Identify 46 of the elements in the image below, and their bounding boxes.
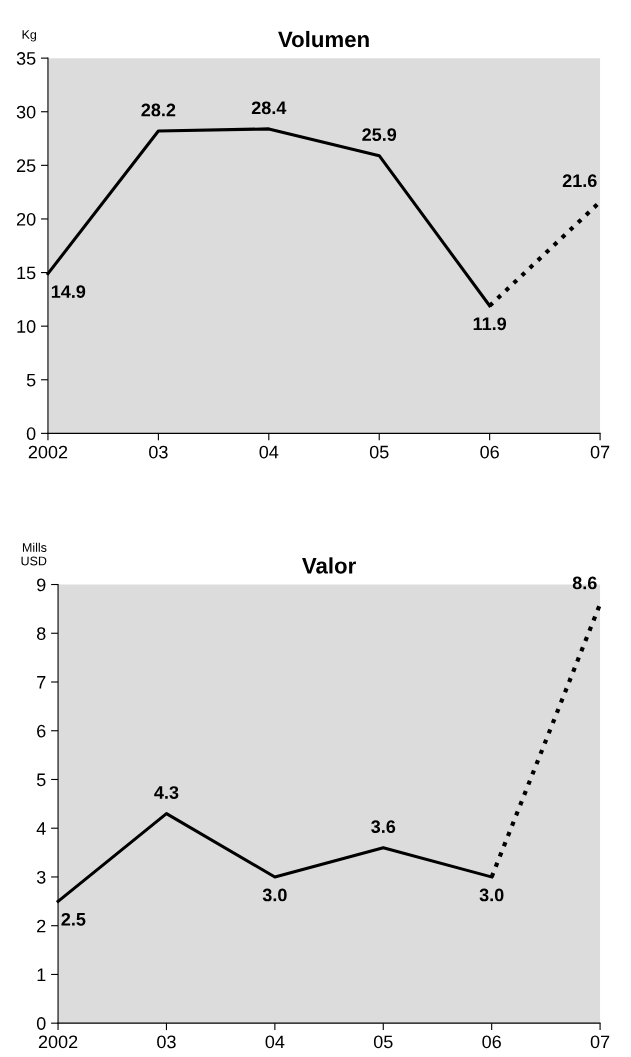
y-tick-label: 6	[37, 724, 46, 738]
y-tick-label: 35	[16, 52, 36, 65]
x-tick-label: 04	[265, 1035, 285, 1049]
data-label: 14.9	[51, 285, 86, 298]
y-tick-label: 4	[36, 822, 46, 835]
y-tick-label: 8	[36, 627, 46, 640]
x-tick-label: 04	[259, 445, 279, 459]
data-label: 3.6	[371, 820, 396, 834]
x-tick-label: 03	[149, 445, 168, 459]
y-tick-label: 15	[17, 266, 36, 280]
y-tick-label: 30	[16, 105, 36, 119]
x-tick-label: 07	[590, 445, 610, 459]
data-label: 25.9	[362, 128, 397, 142]
x-tick-label: 05	[373, 1035, 393, 1049]
x-tick-label: 05	[369, 445, 389, 459]
data-label: 2.5	[61, 912, 86, 926]
data-label: 21.6	[562, 174, 597, 188]
y-tick-label: 10	[17, 320, 36, 333]
x-tick-label: 06	[480, 445, 499, 459]
y-axis-title: Mills USD	[21, 542, 47, 566]
data-label: 28.4	[251, 101, 287, 115]
y-tick-label: 5	[26, 373, 36, 387]
data-label: 28.2	[141, 103, 176, 117]
data-label: 3.0	[262, 888, 287, 902]
x-tick-label: 06	[482, 1035, 501, 1049]
y-tick-label: 0	[26, 427, 36, 441]
y-tick-label: 0	[36, 1017, 46, 1030]
y-tick-label: 2	[37, 919, 46, 933]
chart-title: Volumen	[278, 30, 369, 48]
y-tick-label: 5	[36, 773, 46, 787]
y-axis-title: Kg	[22, 30, 37, 42]
x-tick-label: 07	[590, 1035, 610, 1049]
y-tick-label: 3	[36, 870, 46, 884]
x-tick-label: 03	[157, 1035, 176, 1049]
data-label: 11.9	[473, 317, 507, 331]
data-label: 4.3	[154, 786, 179, 799]
x-tick-label: 2002	[28, 445, 68, 459]
y-tick-label: 25	[16, 159, 36, 173]
y-tick-label: 20	[16, 212, 36, 226]
y-tick-label: 7	[37, 676, 46, 689]
data-label: 8.6	[572, 576, 597, 590]
x-tick-label: 2002	[38, 1035, 78, 1049]
chart-title: Valor	[302, 557, 356, 574]
y-tick-label: 9	[37, 578, 46, 592]
y-tick-label: 1	[37, 968, 46, 981]
data-label: 3.0	[479, 888, 504, 902]
